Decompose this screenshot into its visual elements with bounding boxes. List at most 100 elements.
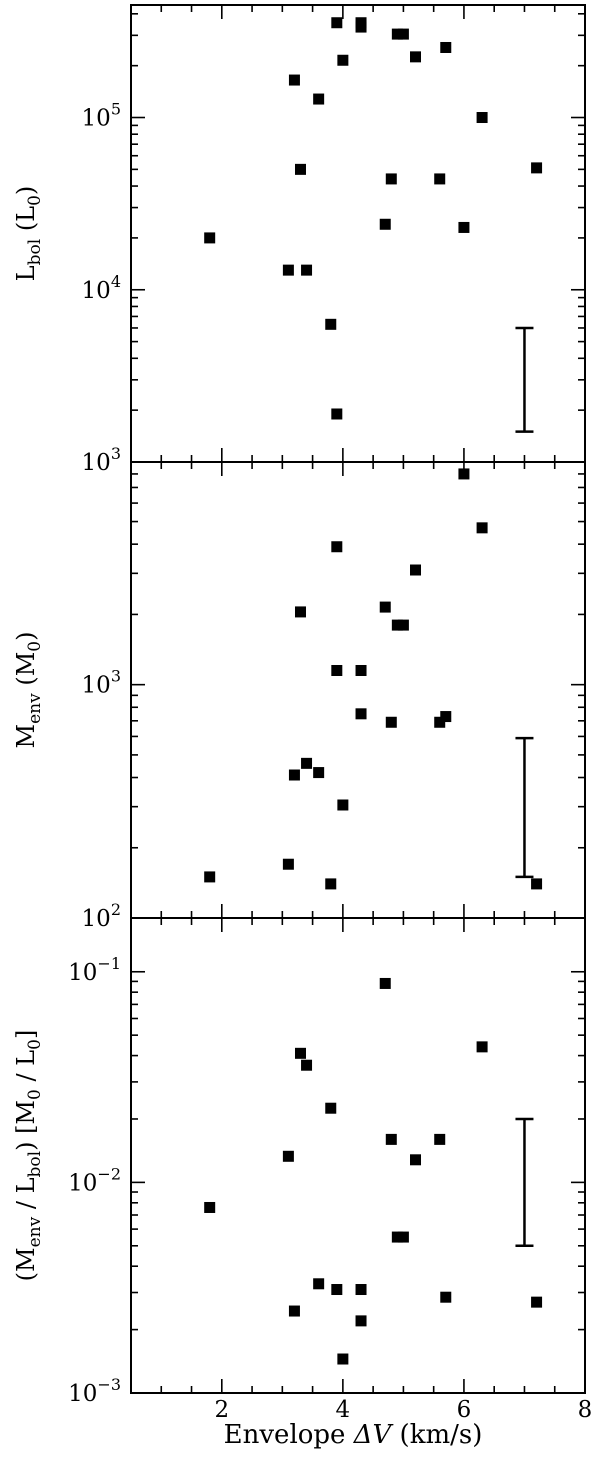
data-point xyxy=(331,664,343,676)
data-point xyxy=(325,1102,337,1114)
y-tick-label: 104 xyxy=(82,272,121,304)
y-axis-label-ratio: (Menv / Lbol) [M0 / L0] xyxy=(12,1030,45,1282)
data-point xyxy=(204,1201,216,1213)
data-point xyxy=(288,769,300,781)
y-tick-label-base: 10 xyxy=(68,1381,97,1407)
y-tick-label-exponent: −2 xyxy=(97,1164,121,1183)
data-point xyxy=(397,28,409,40)
data-point xyxy=(531,1296,543,1308)
y-tick-label-base: 10 xyxy=(82,673,111,699)
y-axis-label-part: env xyxy=(25,1216,45,1247)
x-tick-label: 4 xyxy=(336,1397,351,1423)
data-point xyxy=(391,1231,403,1243)
data-point xyxy=(337,799,349,811)
error-bar xyxy=(515,736,534,879)
y-axis-label-part: 0 xyxy=(25,641,45,652)
panel-frame xyxy=(130,4,586,463)
data-point xyxy=(391,619,403,631)
data-point xyxy=(458,221,470,233)
y-axis-label-part: 0 xyxy=(25,195,45,206)
y-axis-label-part: (M xyxy=(12,1247,40,1281)
data-point xyxy=(410,51,422,63)
x-tick-label: 2 xyxy=(214,1397,229,1423)
y-tick-label: 105 xyxy=(82,100,121,132)
data-point xyxy=(355,664,367,676)
y-tick-label-exponent: 3 xyxy=(111,667,121,686)
data-point xyxy=(355,708,367,720)
data-point xyxy=(301,757,313,769)
data-point xyxy=(391,28,403,40)
data-point xyxy=(301,1059,313,1071)
data-point xyxy=(385,1133,397,1145)
data-point xyxy=(355,1315,367,1327)
y-tick-label-exponent: −3 xyxy=(97,1375,121,1394)
y-axis-label-part: / L xyxy=(12,1177,40,1216)
data-point xyxy=(282,858,294,870)
y-tick-label-exponent: 3 xyxy=(111,444,121,463)
y-axis-label-part: (M xyxy=(12,652,40,694)
y-axis-label-part: bol xyxy=(25,1151,45,1178)
y-axis-label-part: 0 xyxy=(25,1039,45,1050)
data-point xyxy=(410,1154,422,1166)
data-point xyxy=(379,601,391,613)
data-point xyxy=(397,619,409,631)
data-point xyxy=(440,711,452,723)
data-point xyxy=(440,1291,452,1303)
y-axis-label-part: / L xyxy=(12,1050,40,1089)
data-point xyxy=(355,1284,367,1296)
x-tick-label: 8 xyxy=(578,1397,593,1423)
y-tick-label: 103 xyxy=(82,444,121,476)
data-point xyxy=(458,468,470,480)
y-tick-label: 10−2 xyxy=(68,1164,121,1196)
panel-frame xyxy=(130,917,586,1394)
y-tick-label-base: 10 xyxy=(82,906,111,932)
error-bar xyxy=(515,326,534,433)
y-axis-label-lbol: Lbol (L0) xyxy=(12,186,45,282)
y-axis-label-part: (L xyxy=(12,206,40,239)
x-tick-labels: 2 4 6 8 xyxy=(214,1397,592,1423)
data-point xyxy=(385,716,397,728)
data-point xyxy=(410,564,422,576)
y-axis-label-part: ) [M xyxy=(12,1100,40,1151)
data-point xyxy=(282,264,294,276)
y-axis-label-part: L xyxy=(12,265,40,281)
y-tick-label: 103 xyxy=(82,667,121,699)
data-point xyxy=(379,218,391,230)
data-point xyxy=(294,163,306,175)
y-axis-label-menv: Menv (M0) xyxy=(12,632,45,749)
y-axis-label-part: ) xyxy=(12,186,40,195)
y-axis-label-part: 0 xyxy=(25,1089,45,1100)
y-axis-label-part: ] xyxy=(12,1030,40,1039)
y-tick-label-base: 10 xyxy=(68,1170,97,1196)
data-point xyxy=(337,1353,349,1365)
error-bar xyxy=(515,1117,534,1248)
y-axis-label-part: M xyxy=(12,724,40,749)
y-tick-label-base: 10 xyxy=(82,106,111,132)
data-point xyxy=(337,54,349,66)
y-tick-label-base: 10 xyxy=(82,450,111,476)
data-point xyxy=(282,1150,294,1162)
panel-frame xyxy=(130,461,586,919)
data-point xyxy=(294,1047,306,1059)
data-point xyxy=(294,606,306,618)
y-tick-label: 10−1 xyxy=(68,954,121,986)
data-point xyxy=(331,1284,343,1296)
x-tick-label: 6 xyxy=(457,1397,472,1423)
y-tick-label-exponent: 5 xyxy=(111,100,121,119)
data-point xyxy=(434,173,446,185)
data-point xyxy=(397,1231,409,1243)
y-tick-label-exponent: 2 xyxy=(111,900,121,919)
y-tick-label-exponent: 4 xyxy=(111,272,121,291)
data-point xyxy=(476,522,488,534)
y-tick-label-exponent: −1 xyxy=(97,954,121,973)
x-axis-label: Envelope ΔV (km/s) xyxy=(224,1420,483,1450)
data-point xyxy=(313,767,325,779)
data-point xyxy=(288,74,300,86)
y-tick-label: 102 xyxy=(82,900,121,932)
data-point xyxy=(204,871,216,883)
data-point xyxy=(301,264,313,276)
y-axis-label-part: bol xyxy=(25,239,45,266)
